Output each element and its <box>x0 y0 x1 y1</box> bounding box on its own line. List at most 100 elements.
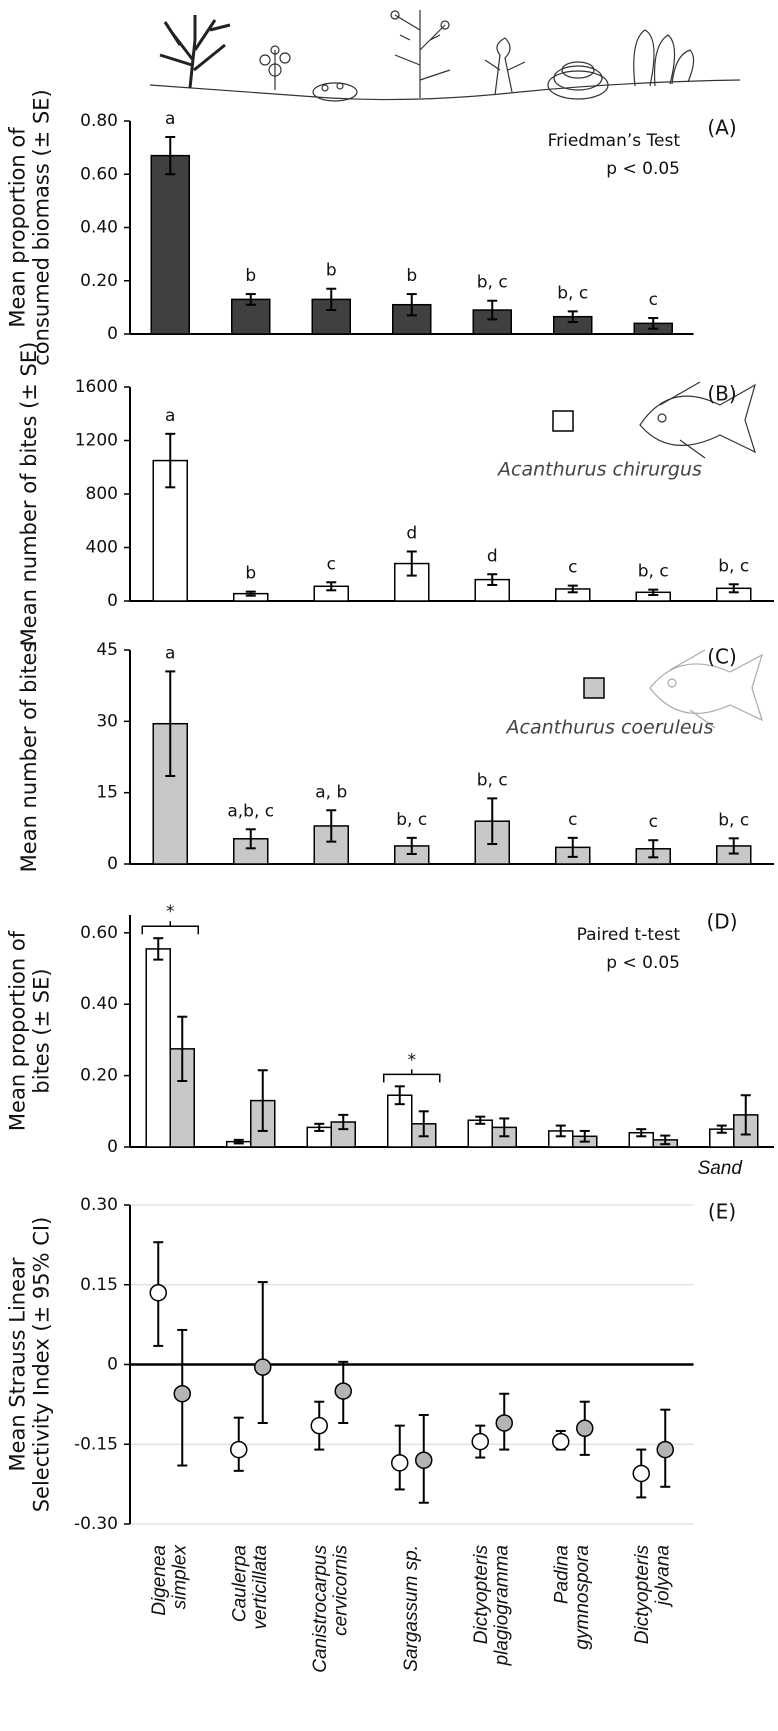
x-tick-label-line: Dictyopteris <box>471 1545 492 1645</box>
y-tick-label: 0.40 <box>80 994 118 1014</box>
significance-letter: b, c <box>477 770 508 790</box>
point <box>632 1464 650 1483</box>
significance-letter: b, c <box>477 273 508 293</box>
significance-letter: b, c <box>638 562 669 582</box>
y-tick-label: 0 <box>107 1137 118 1157</box>
panel-label: (E) <box>708 1200 736 1224</box>
y-tick-label: 0.60 <box>80 164 118 184</box>
significance-letter: a,b, c <box>227 801 274 821</box>
point <box>552 1432 570 1451</box>
significance-letter: b <box>326 261 337 281</box>
x-tick-label: Sand <box>698 1158 744 1179</box>
y-axis-label-line: Selectivity Index (± 95% CI) <box>30 1217 54 1513</box>
x-tick-label: Padinagymnospora <box>551 1545 593 1650</box>
point <box>495 1414 513 1432</box>
y-tick-label: 1200 <box>75 431 118 451</box>
bar <box>145 948 171 1148</box>
y-axis-label-line: Mean Strauss Linear <box>5 1257 29 1471</box>
y-tick-label: -0.15 <box>74 1434 118 1454</box>
annotation: p < 0.05 <box>606 159 680 179</box>
y-axis-label-line: consumed biomass (± SE) <box>30 89 54 366</box>
x-tick-label: Sargassum sp. <box>401 1545 422 1672</box>
annotation: Friedman’s Test <box>548 131 681 151</box>
point <box>391 1454 409 1472</box>
x-tick-label-line: simplex <box>170 1544 191 1610</box>
y-tick-label: 1600 <box>75 377 118 397</box>
y-tick-label: 0.20 <box>80 1066 118 1086</box>
x-tick-label: Dictyopterisjolyana <box>632 1545 674 1645</box>
fish-illustration <box>639 381 763 729</box>
x-tick-label-line: gymnospora <box>572 1545 593 1650</box>
significance-letter: a <box>165 643 175 663</box>
y-tick-label: 0.20 <box>80 271 118 291</box>
significance-letter: c <box>568 558 577 578</box>
legend-swatch <box>552 410 574 432</box>
y-tick-label: -0.30 <box>74 1514 118 1534</box>
significance-letter: b <box>245 564 256 584</box>
bar <box>467 1119 493 1148</box>
point <box>230 1440 248 1459</box>
y-tick-label: 400 <box>86 538 118 558</box>
x-tick-label-line: cervicornis <box>331 1545 352 1636</box>
y-axis-label: Mean number of bites <box>17 642 41 873</box>
x-tick-label-line: Padina <box>551 1545 572 1604</box>
point <box>254 1358 272 1376</box>
panel-label: (B) <box>707 382 736 406</box>
significance-letter: d <box>487 546 498 566</box>
y-axis-label-line: Mean proportion of <box>5 127 29 328</box>
significance-letter: c <box>327 554 336 574</box>
significance-letter: a <box>165 406 175 426</box>
panel-label: (A) <box>707 116 736 140</box>
y-tick-label: 800 <box>86 484 118 504</box>
significance-letter: b, c <box>718 556 749 576</box>
annotation: Paired t-test <box>577 925 681 945</box>
y-axis-label-line: Mean number of bites (± SE) <box>17 342 41 647</box>
y-tick-label: 45 <box>96 640 118 660</box>
y-tick-label: 15 <box>96 783 118 803</box>
x-tick-label-line: plagiogramma <box>492 1545 513 1666</box>
bar <box>150 154 190 335</box>
y-axis-label: Mean proportion ofbites (± SE) <box>5 930 53 1131</box>
y-tick-label: 30 <box>96 711 118 731</box>
y-tick-label: 0.15 <box>80 1275 118 1295</box>
significance-letter: b <box>406 266 417 286</box>
significance-bracket <box>383 1069 441 1083</box>
y-axis-label-line: bites (± SE) <box>30 968 54 1093</box>
x-tick-label: Caulerpaverticillata <box>229 1545 271 1629</box>
significance-letter: c <box>649 812 658 832</box>
point <box>173 1384 191 1403</box>
y-axis-label-line: Mean proportion of <box>5 930 29 1131</box>
x-tick-label-line: Caulerpa <box>229 1545 250 1622</box>
significance-letter: c <box>649 290 658 310</box>
x-tick-label-line: Digenea <box>149 1545 170 1616</box>
significance-letter: a <box>165 109 175 129</box>
significance-bracket <box>141 921 199 935</box>
legend-swatch <box>583 677 605 699</box>
y-tick-label: 0.60 <box>80 923 118 943</box>
annotation: p < 0.05 <box>606 953 680 973</box>
point <box>415 1451 433 1469</box>
significance-letter: c <box>568 810 577 830</box>
y-tick-label: 0.40 <box>80 218 118 238</box>
significance-letter: b, c <box>718 810 749 830</box>
x-tick-label-line: Dictyopteris <box>632 1545 653 1645</box>
x-tick-label: Canistrocarpuscervicornis <box>310 1545 352 1673</box>
x-tick-label-line: jolyana <box>653 1545 674 1608</box>
legend-label: Acanthurus coeruleus <box>505 717 714 739</box>
point <box>310 1416 328 1435</box>
significance-letter: a, b <box>315 782 347 802</box>
y-axis-label-line: Mean number of bites <box>17 642 41 873</box>
y-tick-label: 0.30 <box>80 1195 118 1215</box>
point <box>656 1440 674 1459</box>
point <box>149 1283 167 1302</box>
point <box>334 1382 352 1400</box>
legend-label: Acanthurus chirurgus <box>496 459 702 481</box>
x-tick-label-line: Canistrocarpus <box>310 1545 331 1673</box>
significance-letter: d <box>406 524 417 544</box>
y-axis-label: Mean number of bites (± SE) <box>17 342 41 647</box>
significance-star: * <box>166 902 175 922</box>
panel-label: (D) <box>706 910 737 934</box>
y-axis-label: Mean Strauss LinearSelectivity Index (± … <box>5 1217 53 1513</box>
x-tick-label-line: verticillata <box>250 1545 271 1629</box>
